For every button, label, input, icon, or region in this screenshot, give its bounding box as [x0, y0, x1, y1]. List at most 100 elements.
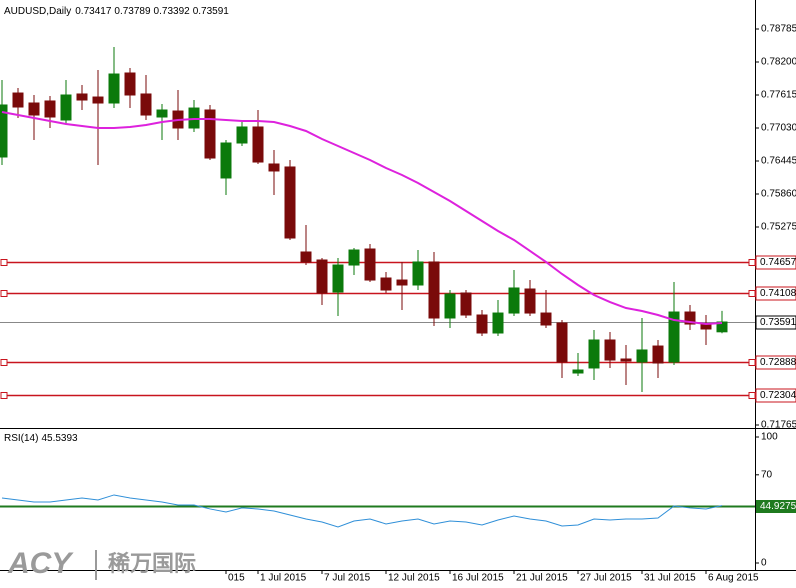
level-handle	[0, 392, 8, 399]
y-tick-label: 0.77615	[761, 90, 796, 101]
level-label: 0.74657	[760, 257, 796, 268]
candle-body	[588, 339, 600, 369]
candle-body	[476, 314, 488, 334]
candle-body	[652, 345, 664, 364]
x-tick-label: 12 Jul 2015	[388, 573, 440, 584]
candle-body	[44, 100, 56, 118]
y-tick-label: 0.71765	[761, 420, 796, 431]
candle-body	[108, 73, 120, 104]
logo-name: 稀万国际	[108, 551, 196, 576]
candle-body	[412, 261, 424, 286]
current-price-label: 0.73591	[760, 317, 796, 328]
level-label: 0.72304	[760, 390, 796, 401]
symbol: AUDUSD,Daily	[4, 6, 71, 17]
current-price-box	[755, 315, 796, 330]
level-handle	[748, 359, 756, 366]
y-tick-label: 0.77030	[761, 123, 796, 134]
x-tick-label: 16 Jul 2015	[452, 573, 504, 584]
logo-brand: ACY	[7, 547, 74, 580]
rsi-level-box	[756, 500, 796, 513]
candle-body	[76, 93, 88, 101]
y-tick-label: 0.76445	[761, 156, 796, 167]
candle-body	[524, 288, 536, 314]
candle-body	[460, 292, 472, 316]
level-label: 0.74108	[760, 288, 796, 299]
candle-body	[556, 322, 568, 363]
y-tick-label: 100	[761, 432, 778, 443]
indicator-value: 45.5393	[41, 433, 78, 444]
candle-body	[332, 264, 344, 293]
candle-body	[60, 94, 72, 121]
x-tick-label: 1 Jul 2015	[260, 573, 307, 584]
y-tick-label: 0.75860	[761, 189, 796, 200]
level-handle	[748, 392, 756, 399]
candle-body	[540, 312, 552, 326]
header-close: 0.73591	[193, 6, 230, 17]
indicator-title: RSI(14) 45.5393	[4, 433, 78, 444]
y-tick-label: 0.78200	[761, 57, 796, 68]
candle-body	[636, 349, 648, 363]
candle-body	[188, 107, 200, 129]
candle-body	[92, 96, 104, 104]
rsi-line	[1, 494, 723, 528]
level-label-box	[755, 355, 796, 370]
x-tick-label: 27 Jul 2015	[580, 573, 632, 584]
header-low: 0.73392	[154, 6, 191, 17]
x-tick-label: 21 Jul 2015	[516, 573, 568, 584]
candle-body	[348, 249, 360, 266]
candle-body	[444, 293, 456, 319]
candle-body	[316, 259, 328, 294]
y-tick-label: 0.78785	[761, 24, 796, 35]
candle-body	[236, 126, 248, 144]
candle-body	[220, 142, 232, 179]
header-high: 0.73789	[114, 6, 151, 17]
x-tick-label: 015	[228, 573, 245, 584]
level-handle	[0, 359, 8, 366]
candle-body	[684, 311, 696, 325]
level-label-box	[755, 286, 796, 301]
indicator-name: RSI(14)	[4, 433, 38, 444]
level-handle	[748, 259, 756, 266]
candle-body	[364, 248, 376, 281]
candle-body	[204, 109, 216, 159]
level-handle	[0, 290, 8, 297]
level-label-box	[755, 255, 796, 270]
candle-body	[0, 104, 8, 158]
candle-body	[492, 312, 504, 334]
x-tick-label: 6 Aug 2015	[708, 573, 759, 584]
candle-body	[620, 358, 632, 362]
candle-body	[572, 369, 584, 374]
candle-body	[428, 261, 440, 319]
candle-body	[668, 311, 680, 363]
y-tick-label: 0	[761, 558, 767, 569]
y-tick-label: 0.75275	[761, 222, 796, 233]
level-handle	[748, 290, 756, 297]
y-tick-label: 70	[761, 469, 773, 480]
candle-body	[28, 102, 40, 116]
candle-body	[716, 321, 728, 333]
candle-body	[604, 339, 616, 361]
x-tick-label: 7 Jul 2015	[324, 573, 371, 584]
candle-body	[284, 166, 296, 239]
candle-body	[396, 279, 408, 286]
logo: ACY 稀万国际	[7, 547, 196, 580]
candle-body	[508, 287, 520, 314]
x-tick-label: 31 Jul 2015	[644, 573, 696, 584]
candle-body	[380, 277, 392, 291]
chart-header: AUDUSD,Daily 0.73417 0.73789 0.73392 0.73591	[4, 6, 229, 17]
candle-body	[252, 126, 264, 163]
rsi-level-label: 44.9275	[760, 501, 796, 512]
level-handle	[0, 259, 8, 266]
candle-body	[300, 251, 312, 263]
candle-body	[268, 163, 280, 172]
level-label: 0.72888	[760, 357, 796, 368]
moving-average	[1, 110, 723, 326]
candle-body	[156, 109, 168, 118]
header-open: 0.73417	[75, 6, 112, 17]
candle-body	[124, 72, 136, 96]
candle-body	[12, 92, 24, 108]
candle-body	[140, 93, 152, 116]
level-label-box	[755, 388, 796, 403]
